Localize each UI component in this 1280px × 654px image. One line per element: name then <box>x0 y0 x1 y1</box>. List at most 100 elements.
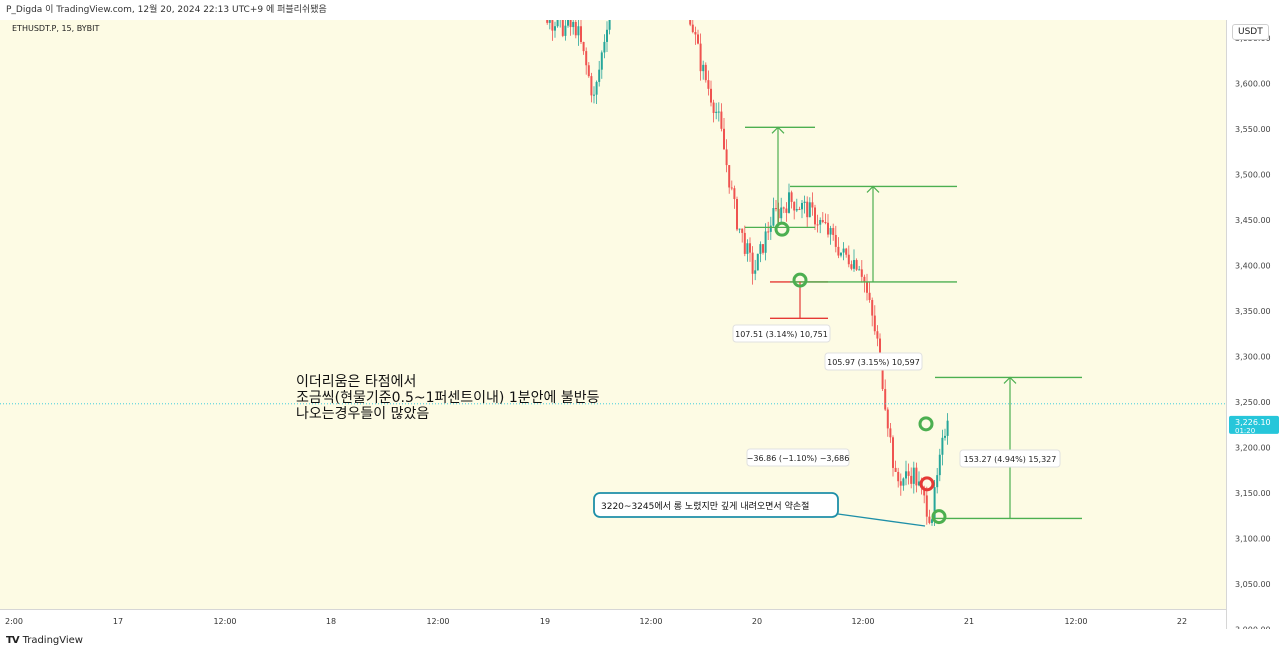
tradingview-logo[interactable]: TV TradingView <box>6 635 83 646</box>
publish-caption: P_Digda 이 TradingView.com, 12월 20, 2024 … <box>6 5 327 15</box>
candle-body <box>694 32 697 35</box>
candle-body <box>834 234 837 247</box>
candle-body <box>769 225 772 232</box>
candle-body <box>707 80 710 89</box>
candle-body <box>751 252 754 274</box>
price-tick-label: 3,550.00 <box>1235 125 1271 134</box>
candle-body <box>931 519 933 523</box>
candle-body <box>946 420 949 436</box>
candle-body <box>736 199 738 230</box>
price-tick-label: 3,500.00 <box>1235 171 1271 180</box>
candle-body <box>853 260 855 269</box>
candle-body <box>850 264 853 269</box>
price-axis[interactable]: 4,200.004,150.004,100.004,050.004,000.00… <box>1226 20 1280 629</box>
candle-body <box>832 228 835 235</box>
tv-logo-icon: TV <box>6 635 20 646</box>
current-price-label: 3,226.10 <box>1235 418 1271 427</box>
measure-label-3: −36.86 (−1.10%) −3,686 <box>746 448 850 467</box>
entry-circle <box>774 221 790 237</box>
candle-body <box>886 409 889 429</box>
candle-body <box>879 338 881 356</box>
candle-body <box>938 454 941 476</box>
candle-body <box>741 228 744 233</box>
time-tick-label: 19 <box>540 617 550 626</box>
entry-circle <box>918 416 934 432</box>
currency-button[interactable]: USDT <box>1232 24 1269 40</box>
candle-body <box>868 292 871 300</box>
candle-body <box>754 270 757 274</box>
note-line: 조금씩(현물기준0.5~1퍼센트이내) 1분안에 불반등 <box>296 390 600 406</box>
candle-body <box>689 20 692 25</box>
candle-body <box>897 471 900 482</box>
time-tick-label: 12:00 <box>639 617 662 626</box>
candle-body <box>603 41 606 53</box>
callout: 3220~3245에서 롱 노렸지만 깊게 내려오면서 약손절 <box>593 492 926 527</box>
candle-body <box>902 478 905 486</box>
candle-body <box>837 246 840 256</box>
candle-body <box>582 41 585 52</box>
candle-body <box>894 467 897 472</box>
time-tick-label: 12:00 <box>426 617 449 626</box>
measure-arrow-head <box>771 126 785 134</box>
time-tick-label: 18 <box>326 617 336 626</box>
candle-body <box>907 471 910 476</box>
note-line: 이더리움은 타점에서 <box>296 374 417 390</box>
candle-body <box>561 20 564 36</box>
entry-circle <box>919 476 935 492</box>
candle-body <box>816 224 819 226</box>
candle-body <box>819 220 822 225</box>
candle-body <box>772 208 775 226</box>
candle-body <box>598 69 601 82</box>
time-tick-label: 2:00 <box>5 617 23 626</box>
time-tick-label: 12:00 <box>851 617 874 626</box>
callout-pointer <box>837 513 926 527</box>
candle-body <box>569 20 572 28</box>
candle-body <box>905 471 907 479</box>
candle-body <box>910 475 913 484</box>
candle-body <box>847 254 850 265</box>
publish-caption-bar: P_Digda 이 TradingView.com, 12월 20, 2024 … <box>0 0 1280 20</box>
candle-body <box>593 94 595 96</box>
candle-body <box>720 111 723 129</box>
time-tick-label: 22 <box>1177 617 1187 626</box>
candle-body <box>899 481 902 486</box>
candle-body <box>546 20 549 23</box>
candle-body <box>715 111 718 113</box>
candle-body <box>600 52 603 70</box>
drawing-marks: 107.51 (3.14%) 10,751 105.97 (3.15%) 10,5… <box>593 126 1061 527</box>
candle-body <box>775 208 777 210</box>
candles <box>0 20 1226 527</box>
price-chart[interactable]: 107.51 (3.14%) 10,751 105.97 (3.15%) 10,5… <box>0 20 1226 609</box>
candle-body <box>712 102 715 113</box>
callout-box <box>593 492 839 518</box>
candle-body <box>928 516 931 523</box>
time-axis[interactable]: 2:00 17 12:00 18 12:00 19 12:00 20 12:00 21 12:00 2… <box>0 609 1226 630</box>
candle-body <box>548 20 551 23</box>
candle-body <box>842 248 845 253</box>
time-tick-label: 17 <box>113 617 123 626</box>
candle-body <box>702 64 705 72</box>
candle-body <box>717 111 720 113</box>
candle-body <box>793 201 796 211</box>
price-tick-label: 3,000.00 <box>1235 625 1271 629</box>
entry-circle <box>792 272 808 288</box>
candle-body <box>743 232 746 254</box>
candle-body <box>785 208 788 213</box>
candle-body <box>782 207 785 209</box>
measure-label-text: 105.97 (3.15%) 10,597 <box>827 358 920 367</box>
measure-arrow-head <box>866 185 880 193</box>
candle-body <box>801 202 803 210</box>
note-line: 나오는경우들이 많았음 <box>296 406 430 422</box>
measure-label-2: 105.97 (3.15%) 10,597 <box>824 352 923 371</box>
candle-body <box>881 355 884 390</box>
candle-body <box>587 65 590 77</box>
price-tick-label: 3,600.00 <box>1235 80 1271 89</box>
symbol-label[interactable]: ETHUSDT.P, 15, BYBIT <box>12 24 100 33</box>
measure-label-box <box>959 449 1061 468</box>
candle-body <box>728 165 731 188</box>
candle-body <box>873 315 876 332</box>
candle-body <box>821 220 824 223</box>
price-tick-label: 3,200.00 <box>1235 443 1271 452</box>
candle-body <box>829 228 832 235</box>
candle-body <box>863 276 866 283</box>
